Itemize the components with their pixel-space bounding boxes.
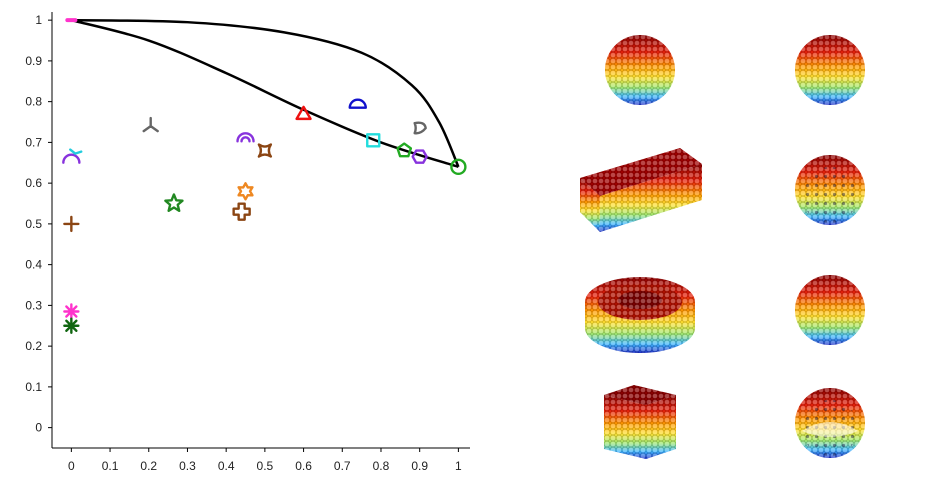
- shape-render-sphere: [795, 35, 865, 105]
- data-point-square: [366, 133, 381, 148]
- y-tick-label: 0.4: [25, 258, 42, 272]
- y-tick-label: 0.6: [25, 176, 42, 190]
- data-point-asterisk: [63, 317, 80, 334]
- pareto-curve: [71, 18, 460, 168]
- x-tick-label: 0.9: [411, 459, 428, 473]
- data-point-star5: [164, 193, 184, 212]
- x-tick-labels: 0 0.1 0.2 0.3 0.4 0.5 0.6 0.7 0.8 0.9 1: [68, 448, 462, 473]
- x-tick-label: 0.2: [140, 459, 157, 473]
- y-tick-label: 0: [35, 421, 42, 435]
- y-tick-label: 0.7: [25, 135, 42, 149]
- data-point-fat-plus: [232, 202, 251, 221]
- data-point-half-circle-down: [62, 153, 81, 164]
- data-point-circle: [450, 158, 467, 176]
- y-tick-label: 1: [35, 13, 42, 27]
- shape-render-sphere: [605, 35, 675, 105]
- shape-render-sphere-rough: [795, 275, 865, 345]
- data-point-half-circle-up: [348, 98, 367, 109]
- data-points: [62, 18, 467, 334]
- y-tick-label: 0.9: [25, 54, 42, 68]
- data-point-star6: [237, 182, 254, 201]
- x-tick-label: 0.3: [179, 459, 196, 473]
- y-tick-labels: 0 0.1 0.2 0.3 0.4 0.5 0.6 0.7 0.8 0.9 1: [25, 13, 52, 435]
- data-point-hexagon: [411, 149, 428, 164]
- shape-render-sphere-porous: [795, 155, 865, 225]
- data-point-triangle: [295, 105, 312, 121]
- data-point-pentagon: [396, 142, 413, 158]
- data-point-asterisk: [63, 303, 80, 320]
- scatter-chart: 0 0.1 0.2 0.3 0.4 0.5 0.6 0.7 0.8 0.9 1 0 0.1 0.2 0.3…: [25, 12, 470, 473]
- shape-render-rod: [580, 148, 702, 232]
- x-tick-label: 0.8: [373, 459, 390, 473]
- shape-render-cube: [604, 385, 676, 459]
- pareto-curve: [71, 18, 459, 169]
- y-tick-label: 0.1: [25, 380, 42, 394]
- x-tick-label: 1: [455, 459, 462, 473]
- pareto-curves: [71, 18, 460, 169]
- x-tick-label: 0.6: [295, 459, 312, 473]
- y-tick-label: 0.2: [25, 339, 42, 353]
- data-point-concave-square: [257, 143, 273, 158]
- x-tick-label: 0.4: [218, 459, 235, 473]
- data-point-plus: [63, 215, 80, 233]
- y-tick-label: 0.3: [25, 298, 42, 312]
- x-tick-label: 0: [68, 459, 75, 473]
- y-tick-label: 0.5: [25, 217, 42, 231]
- shape-render-panel: [580, 35, 865, 459]
- y-tick-label: 0.8: [25, 95, 42, 109]
- x-tick-label: 0.1: [102, 459, 119, 473]
- data-point-arch: [236, 132, 255, 143]
- x-tick-label: 0.7: [334, 459, 351, 473]
- data-point-tri-star: [142, 116, 159, 133]
- shape-render-sphere-hollow: [795, 388, 865, 458]
- data-point-rounded-triangle: [413, 121, 427, 135]
- x-tick-label: 0.5: [257, 459, 274, 473]
- shape-render-disc: [585, 277, 695, 353]
- data-point-star-arm: [69, 148, 83, 155]
